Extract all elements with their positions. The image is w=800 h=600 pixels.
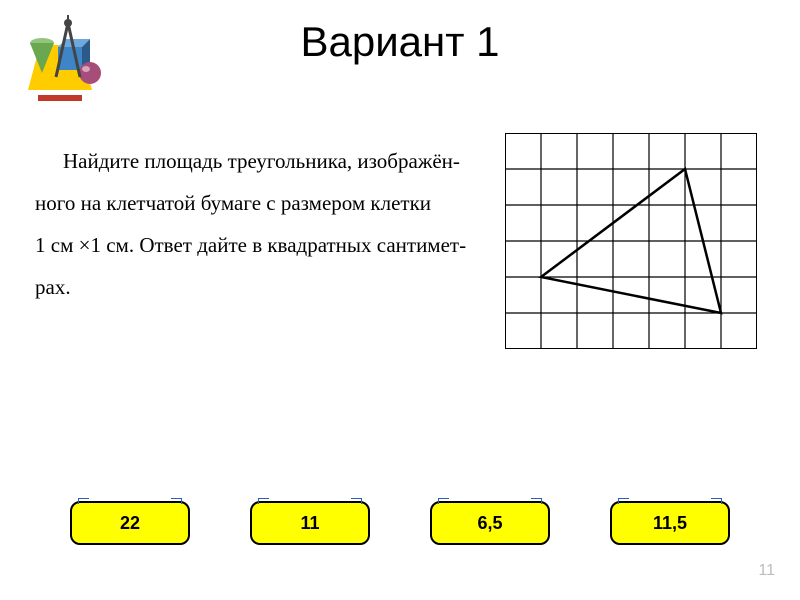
problem-text: Найдите площадь треугольника, изображён-… — [35, 140, 485, 308]
problem-line: рах. — [35, 266, 485, 308]
answer-option-4[interactable]: 11,5 — [610, 501, 730, 545]
answer-label: 6,5 — [477, 513, 502, 534]
triangle-grid-figure — [505, 133, 757, 349]
answer-option-1[interactable]: 22 — [70, 501, 190, 545]
answer-option-2[interactable]: 11 — [250, 501, 370, 545]
answer-row: 22 11 6,5 11,5 — [0, 501, 800, 545]
answer-option-3[interactable]: 6,5 — [430, 501, 550, 545]
problem-line: ного на клетчатой бумаге с размером клет… — [35, 182, 485, 224]
problem-line: Найдите площадь треугольника, изображён- — [35, 140, 485, 182]
page-number: 11 — [758, 562, 775, 580]
slide-title: Вариант 1 — [0, 18, 800, 66]
answer-label: 22 — [120, 513, 140, 534]
problem-line: 1 см ×1 см. Ответ дайте в квадратных сан… — [35, 224, 485, 266]
answer-label: 11,5 — [653, 513, 687, 534]
answer-label: 11 — [300, 513, 319, 534]
